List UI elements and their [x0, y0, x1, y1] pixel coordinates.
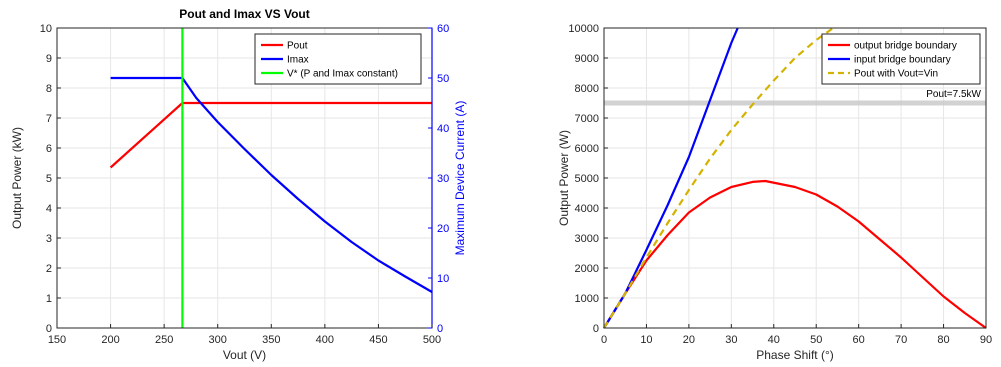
x-tick-label: 200 — [101, 334, 119, 346]
y-tick-label: 7000 — [575, 113, 599, 125]
y-tick-label: 9000 — [575, 53, 599, 65]
legend-entry-label: Imax — [287, 55, 309, 66]
y-tick-label: 1000 — [575, 293, 599, 305]
x-tick-label: 40 — [768, 334, 780, 346]
y-tick-label: 6000 — [575, 143, 599, 155]
x-tick-label: 300 — [209, 334, 227, 346]
y-tick-label: 4 — [46, 203, 52, 215]
series-line-imax — [110, 76, 433, 293]
x-tick-label: 0 — [601, 334, 607, 346]
y-tick-label: 3 — [46, 233, 52, 245]
y-tick-label: 7 — [46, 113, 52, 125]
x-tick-label: 70 — [895, 334, 907, 346]
x-tick-label: 10 — [640, 334, 652, 346]
series-line-pout-with-vout-vin — [603, 27, 834, 329]
y-tick-label: 6 — [46, 143, 52, 155]
y-right-tick-label: 60 — [437, 23, 449, 35]
y-tick-label: 3000 — [575, 233, 599, 245]
x-tick-label: 500 — [423, 334, 441, 346]
x-tick-label: 250 — [155, 334, 173, 346]
x-tick-label: 350 — [262, 334, 280, 346]
x-tick-label: 50 — [810, 334, 822, 346]
x-tick-label: 400 — [316, 334, 334, 346]
y-tick-label: 5000 — [575, 173, 599, 185]
x-tick-label: 90 — [980, 334, 992, 346]
y-tick-label: 10 — [40, 23, 52, 35]
y-tick-label: 10000 — [568, 23, 599, 35]
y-tick-label: 0 — [593, 323, 599, 335]
y-tick-label: 8000 — [575, 83, 599, 95]
y-right-axis-label: Maximum Device Current (A) — [453, 101, 467, 256]
legend-entry-label: V* (P and Imax constant) — [287, 69, 398, 80]
x-axis-label: Phase Shift (°) — [756, 348, 834, 362]
series-line-output-bridge-boundary — [603, 179, 987, 329]
y-right-tick-label: 30 — [437, 173, 449, 185]
legend-entry-label: output bridge boundary — [854, 41, 957, 52]
legend: Pout Imax V* (P and Imax constant) — [254, 33, 422, 85]
x-tick-label: 450 — [369, 334, 387, 346]
y-tick-label: 4000 — [575, 203, 599, 215]
y-right-tick-label: 10 — [437, 273, 449, 285]
y-right-tick-label: 50 — [437, 73, 449, 85]
y-right-tick-label: 0 — [437, 323, 443, 335]
x-tick-label: 30 — [725, 334, 737, 346]
y-tick-label: 1 — [46, 293, 52, 305]
legend: output bridge boundary input bridge bound… — [821, 33, 981, 85]
y-tick-label: 8 — [46, 83, 52, 95]
y-tick-label: 2 — [46, 263, 52, 275]
y-right-tick-label: 20 — [437, 223, 449, 235]
chart-title: Pout and Imax VS Vout — [179, 7, 309, 21]
y-right-tick-label: 40 — [437, 123, 449, 135]
y-tick-label: 9 — [46, 53, 52, 65]
y-tick-label: 5 — [46, 173, 52, 185]
x-tick-label: 20 — [683, 334, 695, 346]
pout-annotation-label: Pout=7.5kW — [926, 89, 981, 100]
y-tick-label: 0 — [46, 323, 52, 335]
x-axis-label: Vout (V) — [223, 348, 266, 362]
y-axis-label: Output Power (W) — [557, 130, 571, 226]
legend-entry-label: Pout with Vout=Vin — [854, 69, 938, 80]
y-tick-label: 2000 — [575, 263, 599, 275]
x-tick-label: 80 — [937, 334, 949, 346]
legend-entry-label: Pout — [287, 41, 308, 52]
x-tick-label: 60 — [853, 334, 865, 346]
chart-1: 150 200 250 300 350 400 450 5000123456789100102… — [10, 7, 467, 362]
chart-2: Pout=7.5kW 0 10 20 30 40 50 60 70 80 90 0 1000 2000 30… — [557, 23, 992, 362]
legend-entry-label: input bridge boundary — [854, 55, 951, 66]
x-tick-label: 150 — [48, 334, 66, 346]
y-axis-label: Output Power (kW) — [10, 127, 24, 229]
